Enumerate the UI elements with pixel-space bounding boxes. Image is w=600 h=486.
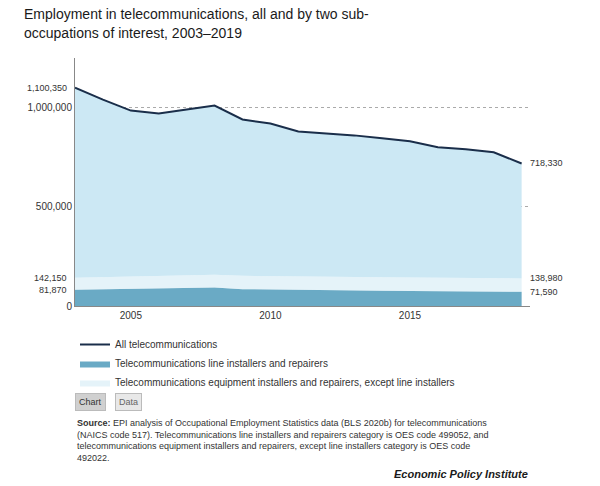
svg-text:Telecommunications line instal: Telecommunications line installers and r… xyxy=(115,358,328,369)
svg-text:0: 0 xyxy=(66,301,72,312)
svg-text:1,100,350: 1,100,350 xyxy=(27,83,67,93)
svg-text:2015: 2015 xyxy=(399,310,422,321)
svg-text:2010: 2010 xyxy=(259,310,282,321)
svg-text:Source: EPI analysis of Occupa: Source: EPI analysis of Occupational Emp… xyxy=(77,418,489,463)
svg-text:All telecommunications: All telecommunications xyxy=(115,339,217,350)
svg-text:Employment in telecommunicatio: Employment in telecommunications, all an… xyxy=(24,6,369,40)
svg-text:Economic Policy Institute: Economic Policy Institute xyxy=(394,468,528,480)
svg-text:Data: Data xyxy=(119,397,138,407)
svg-text:Telecommunications equipment i: Telecommunications equipment installers … xyxy=(115,377,455,388)
svg-text:138,980: 138,980 xyxy=(530,273,563,283)
svg-text:81,870: 81,870 xyxy=(39,285,67,295)
svg-text:500,000: 500,000 xyxy=(36,201,73,212)
svg-text:Chart: Chart xyxy=(79,397,102,407)
svg-text:142,150: 142,150 xyxy=(34,273,67,283)
svg-text:2005: 2005 xyxy=(120,310,143,321)
svg-text:1,000,000: 1,000,000 xyxy=(28,102,73,113)
svg-text:71,590: 71,590 xyxy=(530,287,558,297)
svg-text:718,330: 718,330 xyxy=(530,158,563,168)
